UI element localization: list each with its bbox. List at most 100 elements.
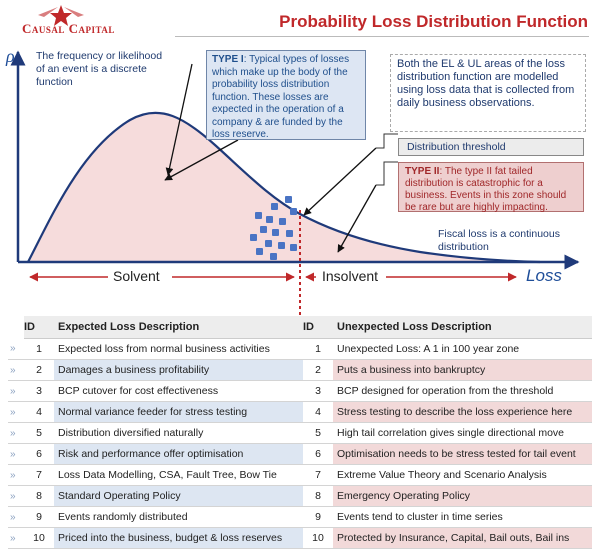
row-expected-description: Expected loss from normal business activ… (54, 338, 303, 360)
type2-callout: TYPE II: The type II fat tailed distribu… (398, 162, 584, 213)
row-expected-description: Events randomly distributed (54, 506, 303, 528)
row-expected-description: Priced into the business, budget & loss … (54, 527, 303, 549)
y-axis-symbol: ρ (6, 46, 15, 66)
header-expected: Expected Loss Description (54, 316, 303, 339)
table-row: » 9 Events randomly distributed 9 Events ten… (8, 506, 592, 528)
table-row: » 2 Damages a business profitability 2 Puts … (8, 359, 592, 381)
type2-pointer (337, 184, 377, 253)
row-id2: 7 (303, 464, 333, 486)
event-dot (290, 208, 297, 215)
frequency-pointer (165, 63, 193, 176)
type2-text: : The type II fat tailed distribution is… (405, 166, 567, 213)
row-unexpected-description: Puts a business into bankruptcy (333, 359, 592, 381)
row-marker-icon: » (8, 527, 24, 549)
row-marker-icon: » (8, 443, 24, 465)
row-expected-description: Distribution diversified naturally (54, 422, 303, 444)
row-id2: 2 (303, 359, 333, 381)
row-unexpected-description: Events tend to cluster in time series (333, 506, 592, 528)
table-row: » 7 Loss Data Modelling, CSA, Fault Tree, … (8, 464, 592, 486)
frequency-note: The frequency or likelihood of an event … (36, 50, 163, 88)
distribution-curve (27, 111, 541, 264)
row-expected-description: Normal variance feeder for stress testin… (54, 401, 303, 423)
table-row: » 10 Priced into the business, budget & lo… (8, 527, 592, 549)
row-marker-icon: » (8, 401, 24, 423)
threshold-pointer (303, 147, 377, 216)
type1-pointer (164, 139, 239, 181)
insolvent-label: Insolvent (322, 268, 379, 284)
fiscal-note: Fiscal loss is a continuous distribution (438, 228, 560, 253)
logo: Causal Capital (6, 3, 166, 39)
distribution-diagram (10, 50, 580, 318)
type1-heading: TYPE I (212, 54, 244, 65)
table-row: » 1 Expected loss from normal business act… (8, 338, 592, 360)
row-id: 6 (24, 443, 54, 465)
row-id: 5 (24, 422, 54, 444)
row-id2: 10 (303, 527, 333, 549)
event-dot (265, 240, 272, 247)
event-dot (266, 216, 273, 223)
row-unexpected-description: High tail correlation gives single direc… (333, 422, 592, 444)
title-divider (175, 36, 589, 37)
event-dot (271, 203, 278, 210)
row-id2: 8 (303, 485, 333, 507)
table-row: » 8 Standard Operating Policy 8 Emergency Op… (8, 485, 592, 507)
threshold-bracket (376, 133, 398, 149)
row-unexpected-description: Extreme Value Theory and Scenario Analys… (333, 464, 592, 486)
row-id2: 9 (303, 506, 333, 528)
type2-bracket (376, 161, 398, 186)
event-dot (278, 242, 285, 249)
loss-description-table: ID Expected Loss Description ID Unexpect… (8, 316, 592, 549)
row-id: 9 (24, 506, 54, 528)
logo-mark-icon (38, 5, 84, 26)
row-marker-icon: » (8, 359, 24, 381)
event-dot (250, 234, 257, 241)
row-id: 4 (24, 401, 54, 423)
x-axis-label: Loss (526, 266, 562, 285)
event-dot (256, 248, 263, 255)
row-id: 1 (24, 338, 54, 360)
event-dot (272, 229, 279, 236)
row-marker-icon: » (8, 485, 24, 507)
event-dot (290, 244, 297, 251)
row-unexpected-description: BCP designed for operation from the thre… (333, 380, 592, 402)
row-id: 10 (24, 527, 54, 549)
table-row: » 3 BCP cutover for cost effectiveness 3 BCP… (8, 380, 592, 402)
row-marker-icon: » (8, 422, 24, 444)
row-marker-icon: » (8, 506, 24, 528)
table-header-row: ID Expected Loss Description ID Unexpect… (8, 316, 592, 339)
row-expected-description: Risk and performance offer optimisation (54, 443, 303, 465)
row-unexpected-description: Protected by Insurance, Capital, Bail ou… (333, 527, 592, 549)
row-id: 8 (24, 485, 54, 507)
logo-text: Causal Capital (22, 21, 115, 36)
row-id: 7 (24, 464, 54, 486)
table-row: » 4 Normal variance feeder for stress test… (8, 401, 592, 423)
table-row: » 6 Risk and performance offer optimisatio… (8, 443, 592, 465)
event-dot (255, 212, 262, 219)
solvent-label: Solvent (113, 268, 160, 284)
row-expected-description: BCP cutover for cost effectiveness (54, 380, 303, 402)
header-id: ID (24, 316, 54, 339)
row-id: 3 (24, 380, 54, 402)
event-cluster (250, 196, 297, 260)
header-id2: ID (303, 316, 333, 339)
row-id2: 5 (303, 422, 333, 444)
event-dot (279, 218, 286, 225)
row-id2: 3 (303, 380, 333, 402)
distribution-area (28, 112, 540, 262)
type1-text: : Typical types of losses which make up … (212, 54, 350, 140)
page-title: Probability Loss Distribution Function (279, 12, 588, 31)
row-unexpected-description: Unexpected Loss: A 1 in 100 year zone (333, 338, 592, 360)
row-expected-description: Loss Data Modelling, CSA, Fault Tree, Bo… (54, 464, 303, 486)
row-unexpected-description: Emergency Operating Policy (333, 485, 592, 507)
row-unexpected-description: Optimisation needs to be stress tested f… (333, 443, 592, 465)
table-row: » 5 Distribution diversified naturally 5 Hig… (8, 422, 592, 444)
row-expected-description: Standard Operating Policy (54, 485, 303, 507)
row-marker-icon: » (8, 464, 24, 486)
event-dot (270, 253, 277, 260)
row-expected-description: Damages a business profitability (54, 359, 303, 381)
event-dot (286, 230, 293, 237)
event-dot (285, 196, 292, 203)
row-id2: 6 (303, 443, 333, 465)
event-dot (260, 226, 267, 233)
